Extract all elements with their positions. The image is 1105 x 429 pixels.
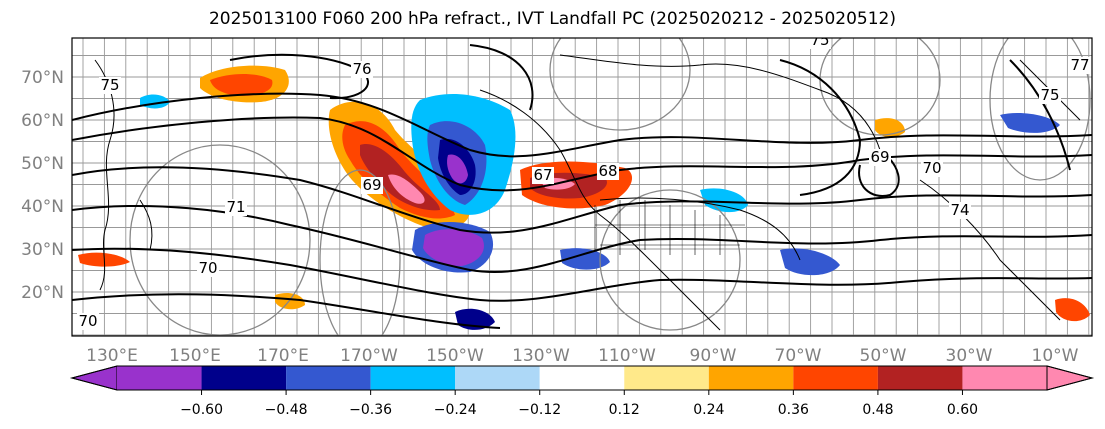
colorbar-segment <box>877 366 963 390</box>
contour-label-bg <box>361 177 383 194</box>
lon-tick-label: 130°W <box>512 346 570 366</box>
negative-anomaly-patch <box>700 188 748 213</box>
lat-tick-label: 30°N <box>21 240 64 260</box>
contour-label: 75 <box>810 31 829 49</box>
contour-label-bg <box>532 167 554 184</box>
contour-label-bg <box>809 38 831 49</box>
contour-label: 67 <box>533 166 552 184</box>
colorbar-tick-label: −0.12 <box>518 402 561 418</box>
contour-label: 69 <box>870 148 889 166</box>
colorbar-segment <box>962 366 1047 390</box>
contour-label-bg <box>197 260 219 277</box>
lon-tick-label: 10°W <box>1032 346 1079 366</box>
negative-anomaly-patch <box>560 248 610 270</box>
colorbar-segment <box>455 366 540 390</box>
lat-tick-label: 70°N <box>21 68 64 88</box>
lon-tick-label: 150°W <box>426 346 484 366</box>
latitude-tick-labels: 70°N 60°N 50°N 40°N 30°N 20°N <box>21 68 64 303</box>
contour-label-bg <box>869 149 891 166</box>
colorbar-tick-label: −0.60 <box>180 402 223 418</box>
colorbar-tick-label: −0.48 <box>265 402 308 418</box>
colorbar-segment <box>708 366 794 390</box>
contour-label: 70 <box>198 259 217 277</box>
lon-tick-label: 170°W <box>340 346 398 366</box>
lon-tick-label: 30°W <box>946 346 993 366</box>
contour-label: 69 <box>362 176 381 194</box>
colorbar-tick-label: 0.24 <box>693 402 724 418</box>
lon-tick-label: 150°E <box>169 346 221 366</box>
colorbar-outline <box>70 365 1094 391</box>
lat-tick-label: 60°N <box>21 111 64 131</box>
lon-tick-label: 170°E <box>257 346 309 366</box>
colorbar-segment <box>201 366 287 390</box>
colorbar-segment <box>539 366 625 390</box>
contour-label: 70 <box>78 312 97 330</box>
lon-tick-label: 70°W <box>775 346 822 366</box>
refractivity-contours <box>72 44 1092 329</box>
lon-tick-label: 130°E <box>86 346 138 366</box>
positive-anomaly-patch <box>1055 298 1090 322</box>
contour-label: 76 <box>352 60 371 78</box>
colorbar-tick-label: 0.60 <box>947 402 978 418</box>
negative-anomaly-patch <box>780 248 840 276</box>
colorbar-segment <box>286 366 371 390</box>
figure-title: 2025013100 F060 200 hPa refract., IVT La… <box>208 9 896 29</box>
lat-tick-label: 50°N <box>21 154 64 174</box>
contour-label: 71 <box>226 198 245 216</box>
contour-label: 70 <box>922 159 941 177</box>
colorbar-tick-label: 0.36 <box>778 402 809 418</box>
state-borders <box>594 200 745 255</box>
colorbar-segment <box>117 366 202 390</box>
contour-label: 68 <box>598 162 617 180</box>
negative-anomaly-subtropical-core <box>423 229 484 266</box>
colorbar-segment <box>370 366 456 390</box>
positive-anomaly-patch <box>275 293 305 310</box>
colorbar <box>70 365 1094 391</box>
colorbar-segment <box>793 366 878 390</box>
colorbar-tick-label: −0.24 <box>434 402 477 418</box>
colorbar-tick-label: −0.36 <box>349 402 392 418</box>
contour-labels: 75 76 71 70 70 69 67 68 69 70 74 75 77 75 <box>77 31 1091 330</box>
positive-anomaly-pacific-peak <box>388 174 425 204</box>
colorbar-tick-label: 0.48 <box>862 402 893 418</box>
contour-label: 74 <box>950 201 969 219</box>
lon-tick-label: 50°W <box>860 346 907 366</box>
lon-tick-label: 110°W <box>598 346 656 366</box>
contour-label-bg <box>949 202 971 219</box>
contour-label-bg <box>1039 87 1061 104</box>
contour-label-bg <box>351 61 373 78</box>
colorbar-extend-low <box>70 365 118 391</box>
lat-tick-label: 20°N <box>21 283 64 303</box>
colorbar-segment <box>624 366 709 390</box>
colorbar-tick-label: 0.12 <box>609 402 640 418</box>
lat-tick-label: 40°N <box>21 197 64 217</box>
contour-label: 75 <box>1040 86 1059 104</box>
contour-label-bg <box>77 313 99 330</box>
shaded-anomalies <box>78 65 1090 330</box>
negative-anomaly-patch <box>1000 113 1060 133</box>
contour-label-bg <box>99 77 121 94</box>
contour-label-bg <box>1069 57 1091 74</box>
contour-label: 77 <box>1070 56 1089 74</box>
contour-label-bg <box>225 199 247 216</box>
colorbar-extend-high <box>1046 365 1094 391</box>
map-border <box>71 37 1093 337</box>
contour-label-bg <box>921 160 943 177</box>
lon-tick-label: 90°W <box>690 346 737 366</box>
contour-label: 75 <box>100 76 119 94</box>
colorbar-tick-labels: −0.60 −0.48 −0.36 −0.24 −0.12 0.12 0.24 0.36 0.4… <box>180 390 978 418</box>
negative-anomaly-alaska-peak <box>447 154 468 184</box>
positive-anomaly-siberia-core <box>210 74 273 96</box>
coastlines <box>94 54 1081 331</box>
contour-label-bg <box>597 163 619 180</box>
longitude-tick-labels: 130°E 150°E 170°E 170°W 150°W 130°W 110°W 90°W 7… <box>86 346 1079 366</box>
